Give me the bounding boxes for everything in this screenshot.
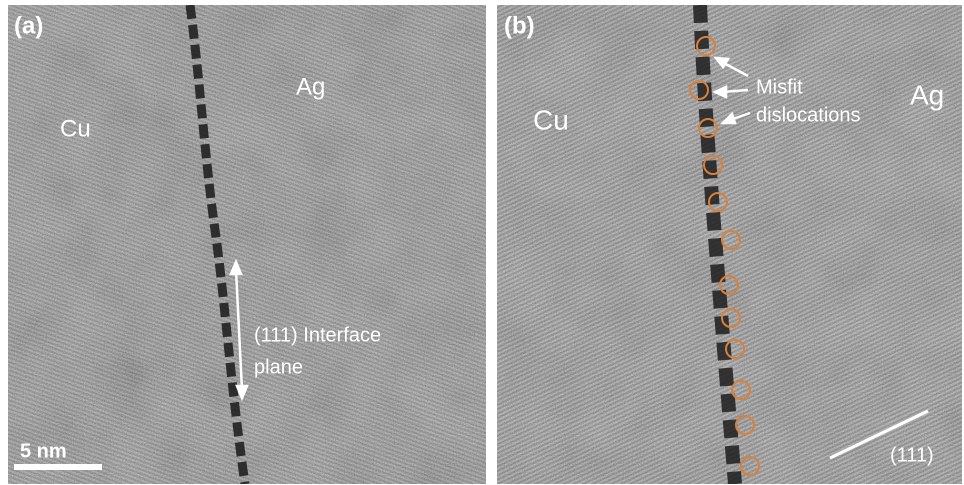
region-label: Cu (60, 115, 91, 142)
panel-a-image (8, 5, 486, 484)
figure: (a) Cu Ag (111) Interface plane 5 nm (b)… (0, 0, 964, 485)
region-label: Cu (533, 104, 569, 135)
annotation: (111) Interface (254, 324, 381, 346)
direction-label: (111) (890, 444, 934, 466)
region-label: Ag (296, 73, 325, 100)
panel-label: (a) (14, 12, 43, 39)
panel-label: (b) (504, 12, 535, 39)
annotation: dislocations (756, 104, 861, 126)
scale-bar (14, 464, 102, 470)
panel-b-image (497, 5, 962, 484)
annotation: plane (254, 356, 303, 378)
annotation: Misfit (756, 76, 803, 98)
region-label: Ag (910, 79, 944, 110)
scale-bar-label: 5 nm (20, 440, 67, 462)
